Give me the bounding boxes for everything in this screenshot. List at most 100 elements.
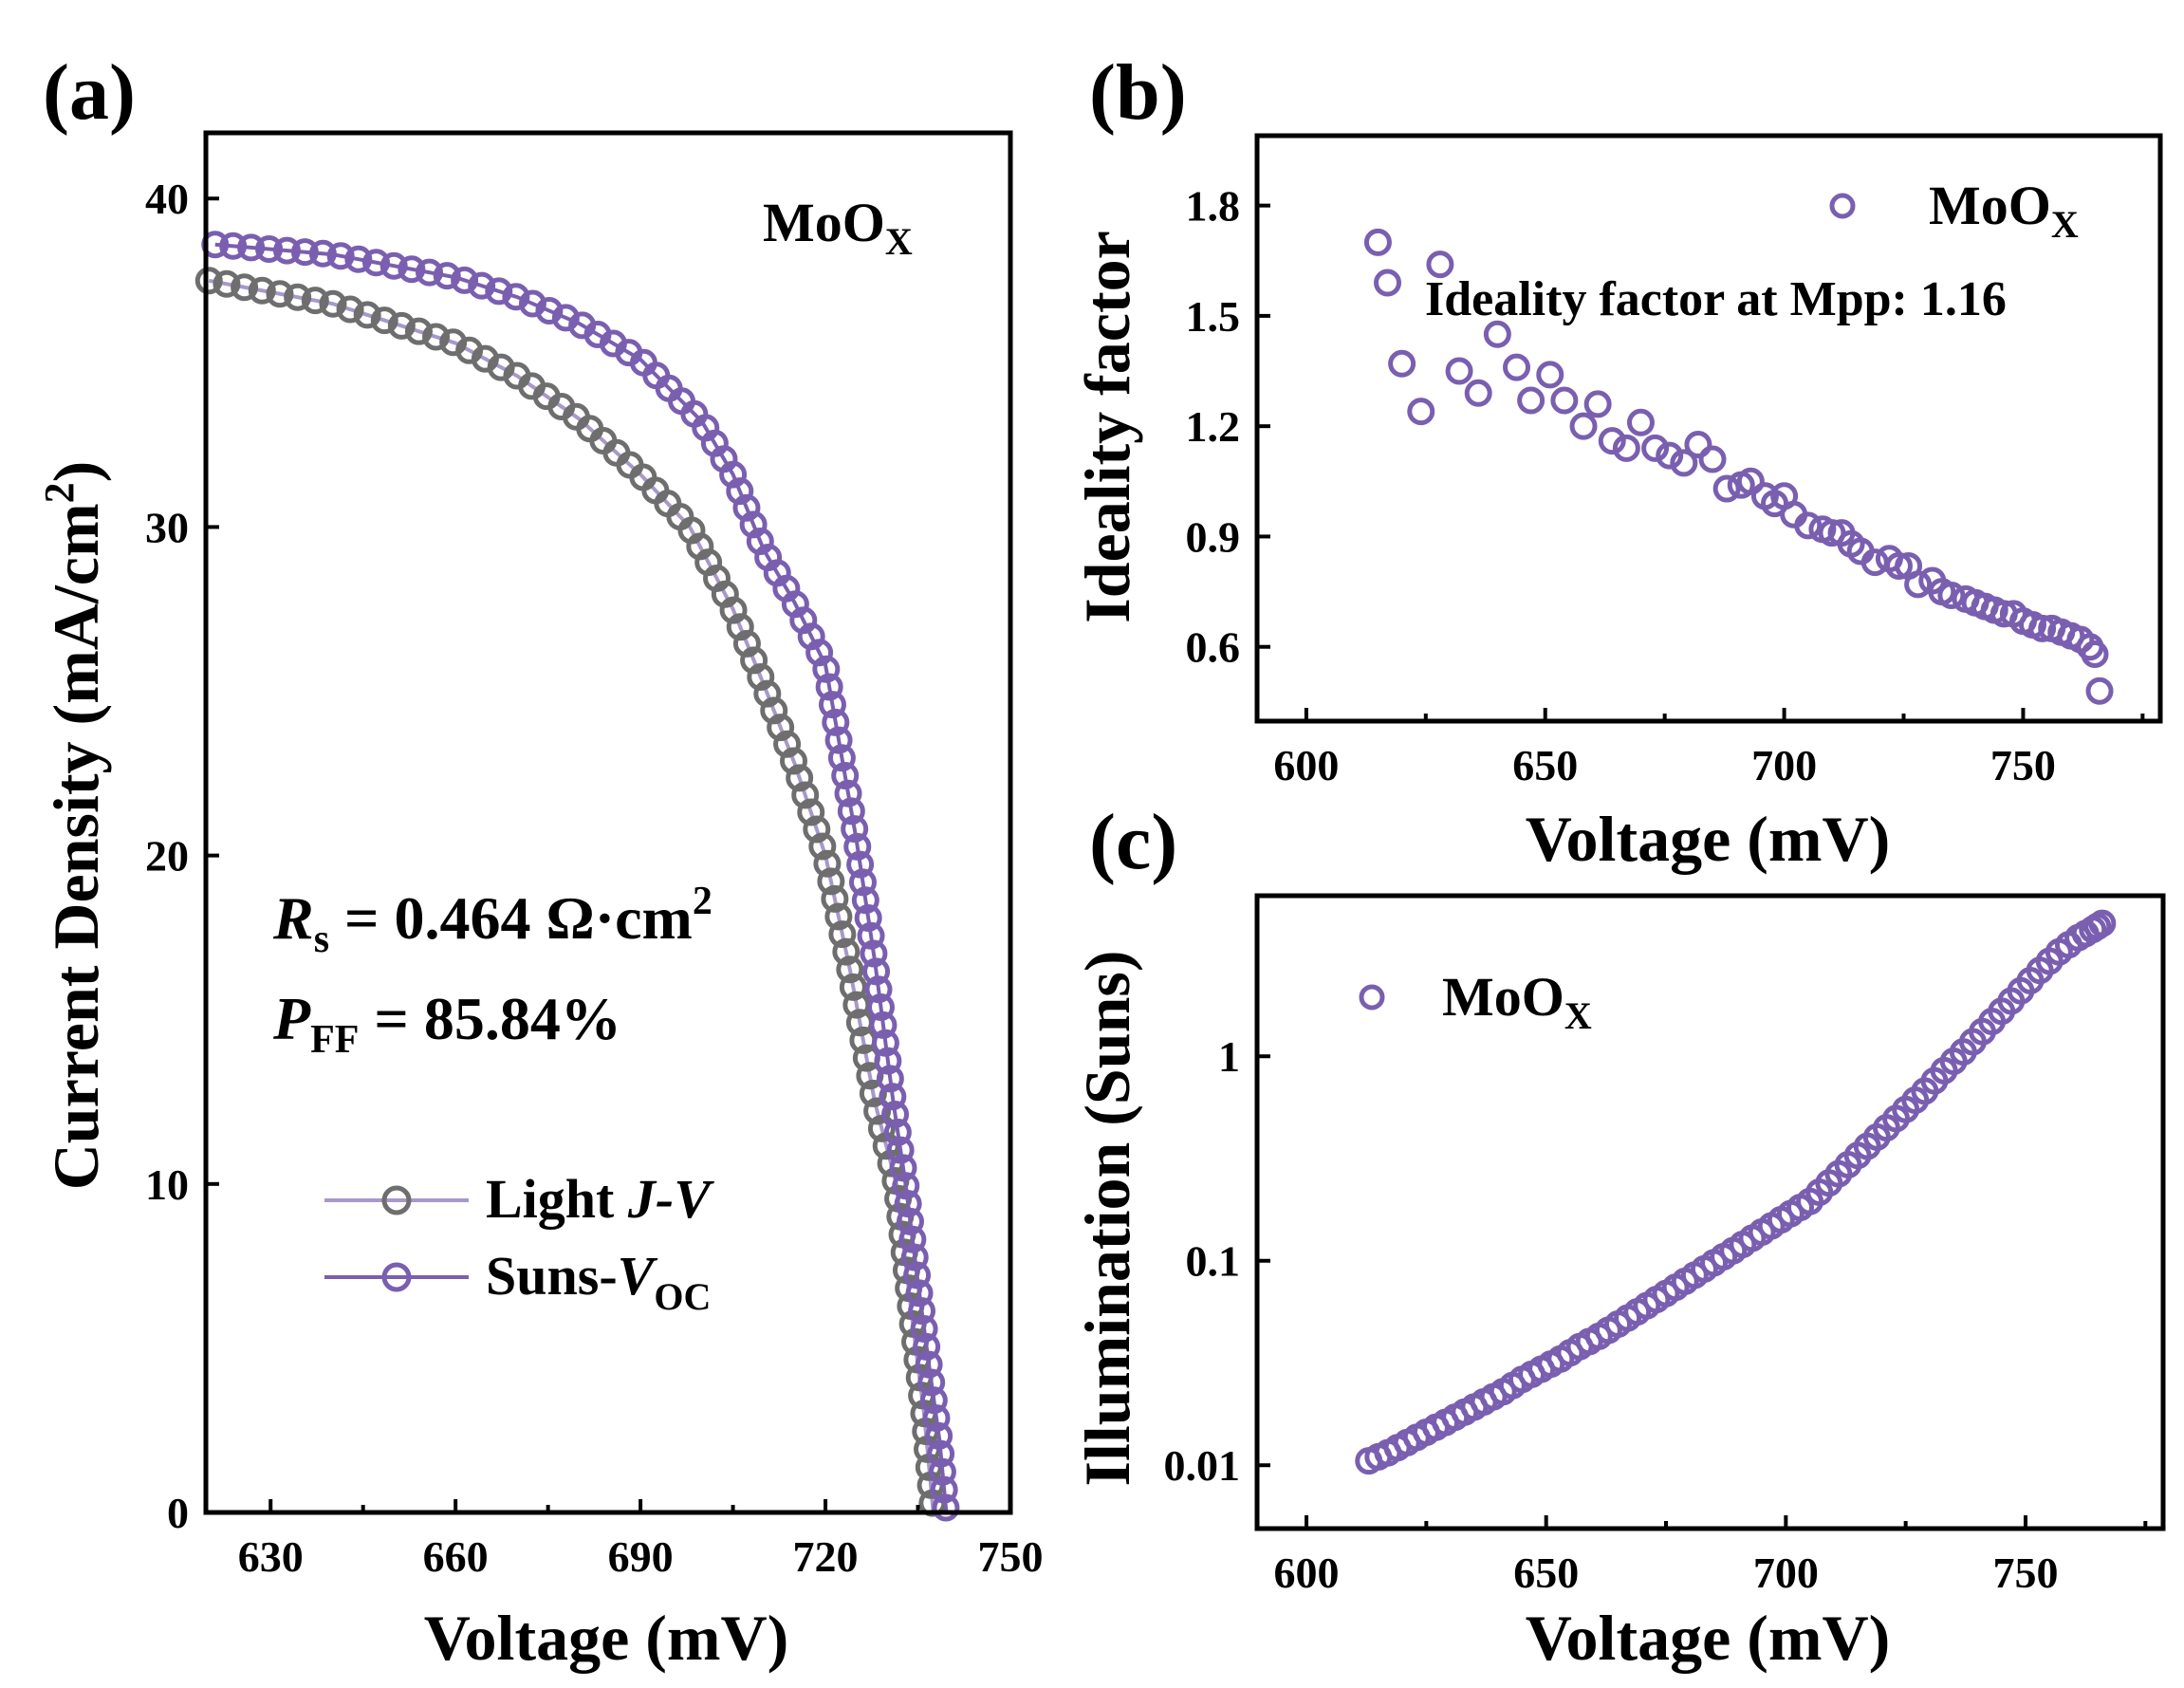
data-point (213, 269, 241, 298)
panel-c-legend-label: MoOX (1442, 966, 1592, 1037)
data-point (319, 289, 347, 318)
data-point (866, 993, 895, 1022)
data-point (879, 1083, 907, 1111)
data-point (930, 1475, 958, 1504)
data-point (805, 639, 834, 667)
y-tick-label: 40 (145, 175, 189, 223)
data-point (883, 1118, 912, 1146)
data-point (194, 267, 223, 295)
data-point (919, 1386, 948, 1415)
data-point (344, 245, 373, 273)
y-tick-label: 0.6 (1186, 623, 1241, 672)
data-point (928, 1457, 956, 1486)
data-point (1464, 379, 1492, 407)
data-point (1517, 386, 1545, 415)
data-point (739, 510, 768, 539)
legend-suns-marker (381, 1262, 412, 1292)
panel-a-legend: Light J-V Suns-VOC (324, 1168, 714, 1318)
data-point (2085, 677, 2114, 705)
panel-b-plot: 600 650 700 750 0.6 0.9 1.2 1.5 1.8 (1186, 133, 2163, 789)
panel-c-x-title: Voltage (mV) (1526, 1602, 1891, 1674)
data-point (272, 236, 301, 265)
data-point (896, 1207, 924, 1235)
data-point (451, 266, 479, 294)
data-point (848, 868, 877, 897)
data-point (326, 242, 355, 270)
data-point (518, 289, 546, 318)
data-point (1937, 581, 1966, 609)
data-point (1483, 320, 1511, 348)
data-point (1569, 412, 1598, 440)
data-point (874, 1047, 902, 1075)
data-point (881, 1101, 910, 1129)
data-point (551, 304, 580, 332)
legend-light-label: Light J-V (486, 1168, 714, 1230)
data-point (433, 262, 461, 290)
x-tick-label: 600 (1273, 741, 1339, 789)
data-point (839, 973, 867, 1001)
data-point (860, 939, 888, 968)
x-tick-label: 630 (238, 1532, 304, 1581)
data-point (869, 1011, 898, 1039)
data-point (900, 1243, 929, 1271)
data-point (786, 764, 814, 792)
data-point (726, 477, 754, 506)
data-point (824, 902, 853, 931)
y-tick-label: 1.2 (1186, 402, 1241, 451)
data-point (398, 255, 426, 284)
data-point (832, 937, 861, 966)
x-tick-label: 690 (608, 1532, 674, 1581)
data-point (1445, 357, 1473, 385)
panel-a-label: (a) (43, 48, 136, 137)
x-tick-label: 750 (1990, 741, 2056, 789)
data-point (336, 295, 364, 324)
data-point (932, 1493, 960, 1522)
data-point (502, 283, 530, 311)
data-point (898, 1225, 927, 1253)
x-tick-label: 650 (1513, 1549, 1579, 1597)
data-point (1550, 386, 1579, 415)
data-point (362, 249, 391, 277)
data-point (821, 884, 849, 913)
data-point (1363, 228, 1392, 256)
data-point (353, 301, 381, 329)
data-point (1904, 570, 1933, 599)
data-point (1598, 427, 1626, 455)
data-point (905, 1279, 934, 1308)
data-point (301, 287, 329, 315)
panel-a-y-title: Current Density (mA/cm2) (36, 461, 112, 1191)
y-tick-label: 0.1 (1186, 1237, 1241, 1286)
x-tick-label: 750 (1992, 1549, 2058, 1597)
data-point (1536, 361, 1564, 389)
y-tick-label: 20 (145, 832, 189, 881)
data-point (828, 920, 857, 949)
data-point (917, 1368, 946, 1397)
data-point (903, 1261, 932, 1289)
data-point (719, 596, 748, 624)
data-point (797, 798, 825, 826)
data-point (824, 726, 853, 754)
data-point (817, 867, 845, 896)
x-tick-label: 700 (1753, 1549, 1819, 1597)
data-point (803, 815, 831, 844)
data-point (290, 238, 319, 267)
data-point (308, 239, 337, 268)
data-point (1503, 353, 1531, 381)
axes-frame (203, 130, 1013, 1515)
data-point (767, 714, 795, 742)
data-point (913, 1332, 941, 1361)
data-point (908, 1297, 936, 1326)
data-point (2081, 640, 2109, 668)
data-point (404, 317, 433, 345)
data-point (892, 1172, 920, 1200)
data-point (1698, 445, 1727, 473)
data-point (1583, 390, 1612, 418)
y-tick-label: 1 (1218, 1032, 1240, 1081)
data-point (1656, 441, 1684, 470)
data-point (834, 779, 862, 807)
data-point (886, 1136, 915, 1164)
data-point (726, 613, 754, 641)
data-point (922, 1404, 951, 1433)
panel-b-x-title: Voltage (mV) (1526, 803, 1891, 875)
panel-b-legend-marker (1829, 193, 1856, 219)
